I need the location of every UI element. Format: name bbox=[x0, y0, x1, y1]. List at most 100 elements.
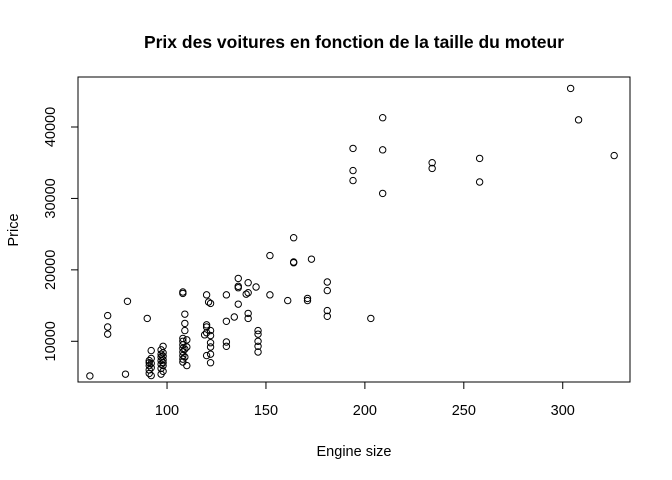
data-point bbox=[204, 298, 213, 306]
data-point bbox=[159, 361, 167, 370]
data-point bbox=[202, 351, 211, 360]
x-tick-label: 100 bbox=[155, 403, 179, 419]
data-point bbox=[242, 290, 250, 298]
data-point bbox=[179, 334, 187, 343]
x-axis: 100 150 200 250 300 bbox=[155, 381, 575, 419]
data-point bbox=[349, 144, 357, 153]
data-point bbox=[159, 356, 167, 364]
data-point bbox=[254, 342, 262, 350]
data-point bbox=[147, 359, 155, 368]
x-tick-label: 200 bbox=[353, 403, 377, 419]
data-points bbox=[86, 84, 618, 380]
data-point bbox=[181, 310, 189, 318]
data-point bbox=[143, 314, 151, 323]
data-point bbox=[289, 234, 298, 242]
chart-title: Prix des voitures en fonction de la tail… bbox=[144, 32, 564, 52]
data-point bbox=[254, 326, 262, 335]
data-point bbox=[181, 345, 189, 353]
data-point bbox=[428, 159, 436, 167]
plot-frame bbox=[77, 76, 631, 383]
data-point bbox=[121, 370, 130, 378]
data-point bbox=[566, 84, 575, 93]
data-point bbox=[179, 355, 187, 363]
data-point bbox=[181, 353, 189, 361]
data-point bbox=[378, 114, 387, 122]
data-point bbox=[206, 339, 215, 347]
y-tick-label: 20000 bbox=[43, 250, 59, 290]
data-point bbox=[183, 343, 191, 351]
data-point bbox=[323, 312, 331, 320]
data-point bbox=[181, 319, 189, 328]
data-point bbox=[157, 360, 165, 368]
data-point bbox=[323, 278, 331, 286]
data-point bbox=[610, 151, 618, 160]
data-point bbox=[378, 189, 387, 198]
data-point bbox=[367, 314, 375, 323]
data-point bbox=[254, 330, 262, 338]
data-point bbox=[244, 289, 252, 297]
data-point bbox=[183, 336, 191, 344]
data-point bbox=[254, 348, 262, 356]
data-point bbox=[206, 331, 215, 340]
data-point bbox=[147, 346, 155, 355]
x-axis-label: Engine size bbox=[317, 444, 392, 460]
data-point bbox=[574, 116, 583, 124]
data-point bbox=[159, 352, 167, 360]
data-point bbox=[378, 146, 387, 154]
data-point bbox=[123, 297, 132, 305]
data-point bbox=[103, 323, 112, 331]
data-point bbox=[349, 176, 357, 185]
data-point bbox=[147, 364, 155, 372]
data-point bbox=[222, 317, 231, 325]
data-point bbox=[179, 351, 187, 360]
data-point bbox=[222, 342, 231, 350]
y-tick-label: 40000 bbox=[43, 107, 59, 147]
data-point bbox=[206, 359, 215, 367]
data-point bbox=[266, 251, 274, 260]
data-point bbox=[230, 313, 239, 321]
data-point bbox=[303, 294, 312, 303]
data-point bbox=[147, 354, 155, 363]
data-point bbox=[234, 300, 242, 308]
data-point bbox=[206, 299, 215, 308]
data-point bbox=[254, 337, 262, 345]
data-point bbox=[244, 309, 252, 318]
data-point bbox=[266, 291, 274, 299]
data-point bbox=[145, 361, 153, 370]
data-point bbox=[86, 372, 94, 380]
data-point bbox=[244, 279, 252, 287]
data-point bbox=[284, 296, 292, 305]
data-point bbox=[222, 291, 231, 299]
data-point bbox=[252, 283, 260, 291]
data-point bbox=[179, 288, 187, 296]
data-point bbox=[475, 178, 484, 186]
data-point bbox=[202, 321, 211, 329]
data-point bbox=[179, 337, 187, 345]
data-point bbox=[349, 166, 357, 175]
x-tick-label: 150 bbox=[254, 403, 278, 419]
x-tick-label: 300 bbox=[551, 403, 575, 419]
data-point bbox=[202, 291, 211, 299]
data-point bbox=[181, 326, 189, 335]
data-point bbox=[147, 371, 155, 380]
data-point bbox=[234, 284, 242, 292]
data-point bbox=[323, 306, 331, 315]
data-point bbox=[206, 343, 215, 351]
y-axis-label: Price bbox=[6, 213, 22, 246]
x-tick-label: 250 bbox=[452, 403, 476, 419]
data-point bbox=[183, 361, 191, 370]
data-point bbox=[234, 274, 242, 283]
y-tick-label: 10000 bbox=[43, 321, 59, 361]
data-point bbox=[206, 326, 215, 335]
data-point bbox=[475, 154, 484, 163]
y-axis: 10000 20000 30000 40000 bbox=[43, 107, 79, 361]
data-point bbox=[244, 314, 252, 323]
data-point bbox=[159, 367, 167, 375]
data-point bbox=[103, 330, 112, 338]
data-point bbox=[222, 338, 231, 346]
data-point bbox=[159, 342, 167, 350]
data-point bbox=[289, 258, 298, 266]
data-point bbox=[206, 350, 215, 358]
data-point bbox=[303, 296, 312, 305]
